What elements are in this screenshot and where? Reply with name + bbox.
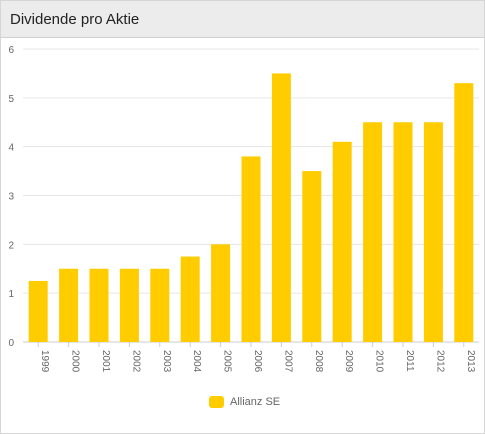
x-tick-label: 2005	[222, 350, 233, 373]
bar	[302, 171, 322, 342]
x-tick-label: 2008	[313, 350, 324, 373]
bar	[423, 122, 443, 342]
x-tick-label: 2004	[191, 350, 202, 373]
y-tick-label: 3	[8, 192, 14, 203]
bar	[454, 83, 474, 342]
x-tick-label: 2012	[434, 350, 445, 373]
bar	[59, 268, 79, 342]
y-tick-label: 4	[8, 143, 14, 154]
x-tick-label: 2010	[374, 350, 385, 373]
x-tick-label: 1999	[39, 350, 50, 373]
y-tick-label: 0	[8, 338, 14, 349]
x-tick-label: 2011	[404, 350, 415, 372]
x-tick-label: 2001	[100, 350, 111, 373]
y-tick-label: 1	[8, 289, 14, 300]
bar	[393, 122, 413, 342]
panel-title: Dividende pro Aktie	[1, 1, 484, 38]
x-tick-label: 2003	[161, 350, 172, 373]
y-tick-label: 6	[8, 45, 14, 56]
bar	[241, 156, 261, 342]
bar	[211, 244, 231, 342]
x-tick-label: 2009	[343, 350, 354, 373]
bar	[119, 268, 139, 342]
bar	[180, 256, 200, 342]
y-tick-label: 2	[8, 240, 14, 251]
y-tick-label: 5	[8, 94, 14, 105]
bar	[363, 122, 383, 342]
x-tick-label: 2002	[130, 350, 141, 373]
bar	[150, 268, 170, 342]
bar	[28, 280, 48, 342]
x-tick-label: 2006	[252, 350, 263, 373]
legend-swatch	[209, 396, 224, 408]
x-tick-label: 2007	[282, 350, 293, 373]
legend[interactable]: Allianz SE	[209, 396, 280, 408]
legend-label: Allianz SE	[230, 396, 281, 408]
x-tick-label: 2013	[465, 350, 476, 373]
bar	[271, 73, 291, 343]
bar	[332, 141, 352, 342]
bar	[89, 268, 109, 342]
x-tick-label: 2000	[70, 350, 81, 373]
